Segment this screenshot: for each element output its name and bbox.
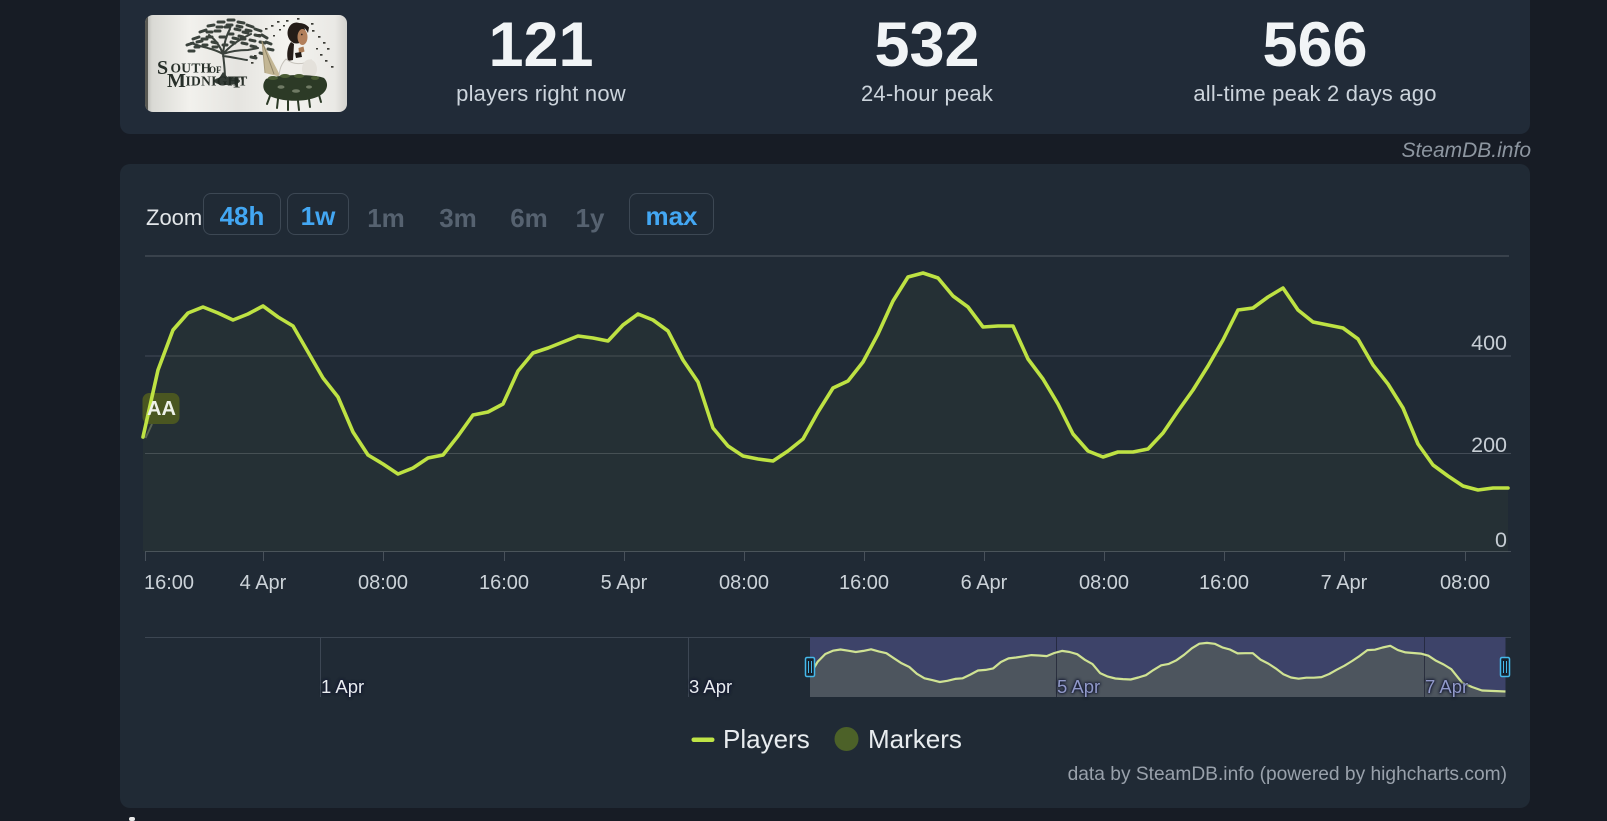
svg-text:OUTH: OUTH [171,61,212,76]
svg-text:M: M [167,70,186,92]
svg-text:T: T [231,73,243,92]
svg-text:IDNIGHT: IDNIGHT [186,74,248,89]
svg-text:S: S [157,57,168,79]
svg-text:OF: OF [209,65,222,75]
